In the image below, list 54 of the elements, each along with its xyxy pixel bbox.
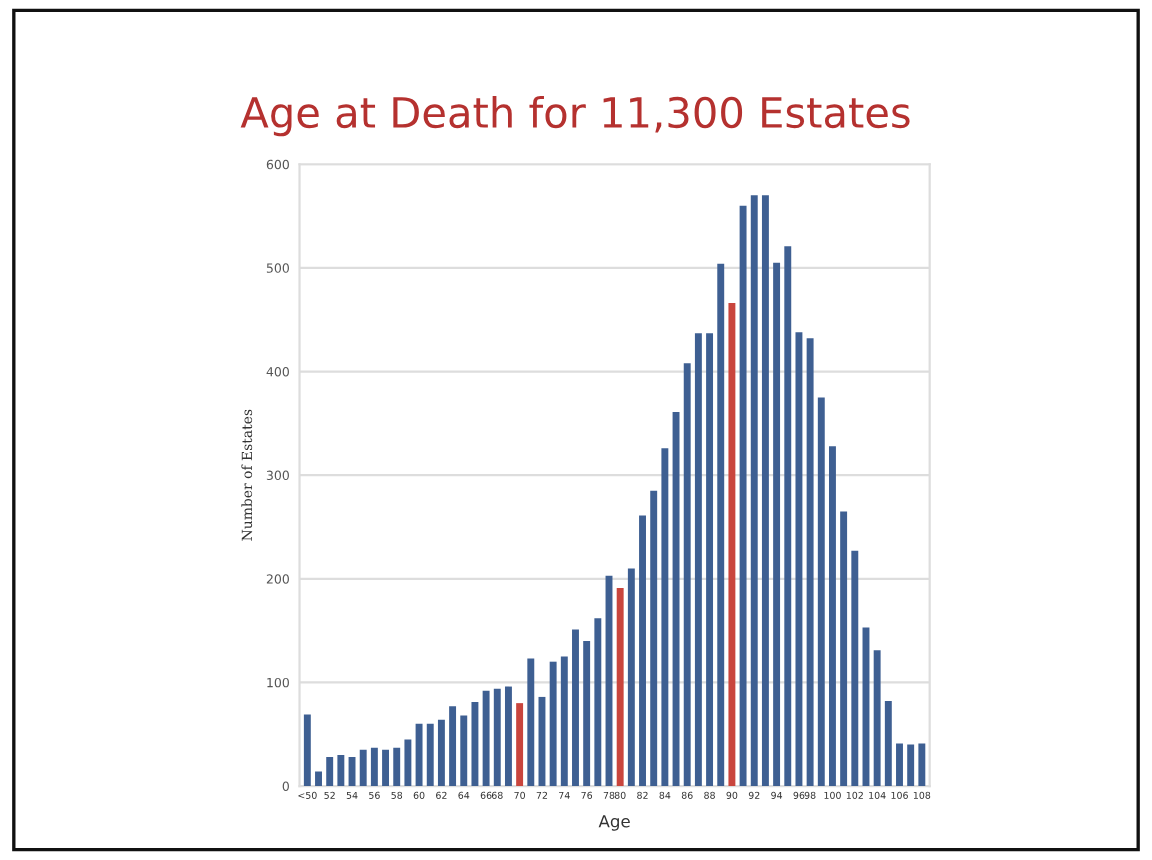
bar (773, 262, 781, 787)
bar (437, 719, 445, 787)
bar (594, 618, 602, 787)
bar (549, 661, 557, 787)
bar (918, 743, 926, 787)
bar (896, 743, 903, 787)
bar (694, 333, 702, 787)
bar (315, 771, 322, 787)
bar (359, 749, 367, 787)
bar (795, 332, 803, 787)
bar (426, 723, 434, 787)
bar (527, 658, 535, 787)
x-axis-title: Age (598, 815, 630, 831)
bar (583, 640, 591, 787)
bar (572, 629, 579, 787)
bar (840, 511, 848, 787)
bar (493, 688, 501, 787)
bar (672, 411, 680, 787)
bar (784, 246, 792, 787)
bar (616, 588, 624, 787)
bar (370, 747, 378, 787)
bar (884, 701, 892, 787)
bar (650, 490, 658, 787)
bar (560, 656, 568, 787)
bar (750, 195, 758, 787)
bar (627, 568, 635, 787)
bar (460, 715, 468, 787)
bar (326, 757, 334, 787)
bar (851, 550, 859, 787)
bar (873, 650, 881, 787)
chart-title: Age at Death for 11,300 Estates (240, 95, 910, 137)
bar (806, 338, 814, 787)
bar (449, 706, 457, 787)
bar (404, 739, 412, 787)
bar (829, 446, 836, 787)
bar (639, 515, 646, 787)
bar (739, 205, 747, 787)
bar (504, 686, 512, 787)
bar (661, 448, 669, 787)
bar (706, 333, 714, 787)
bar (516, 703, 524, 787)
bar (382, 749, 390, 787)
bar (303, 714, 311, 787)
bar (728, 303, 736, 787)
bar (683, 363, 691, 787)
bar (907, 744, 915, 787)
bar (393, 747, 401, 787)
bar (415, 723, 423, 787)
bar (761, 195, 769, 787)
bar (471, 702, 479, 787)
bar (817, 397, 825, 787)
bar (482, 690, 490, 787)
bar (717, 263, 725, 787)
bar (337, 754, 345, 787)
